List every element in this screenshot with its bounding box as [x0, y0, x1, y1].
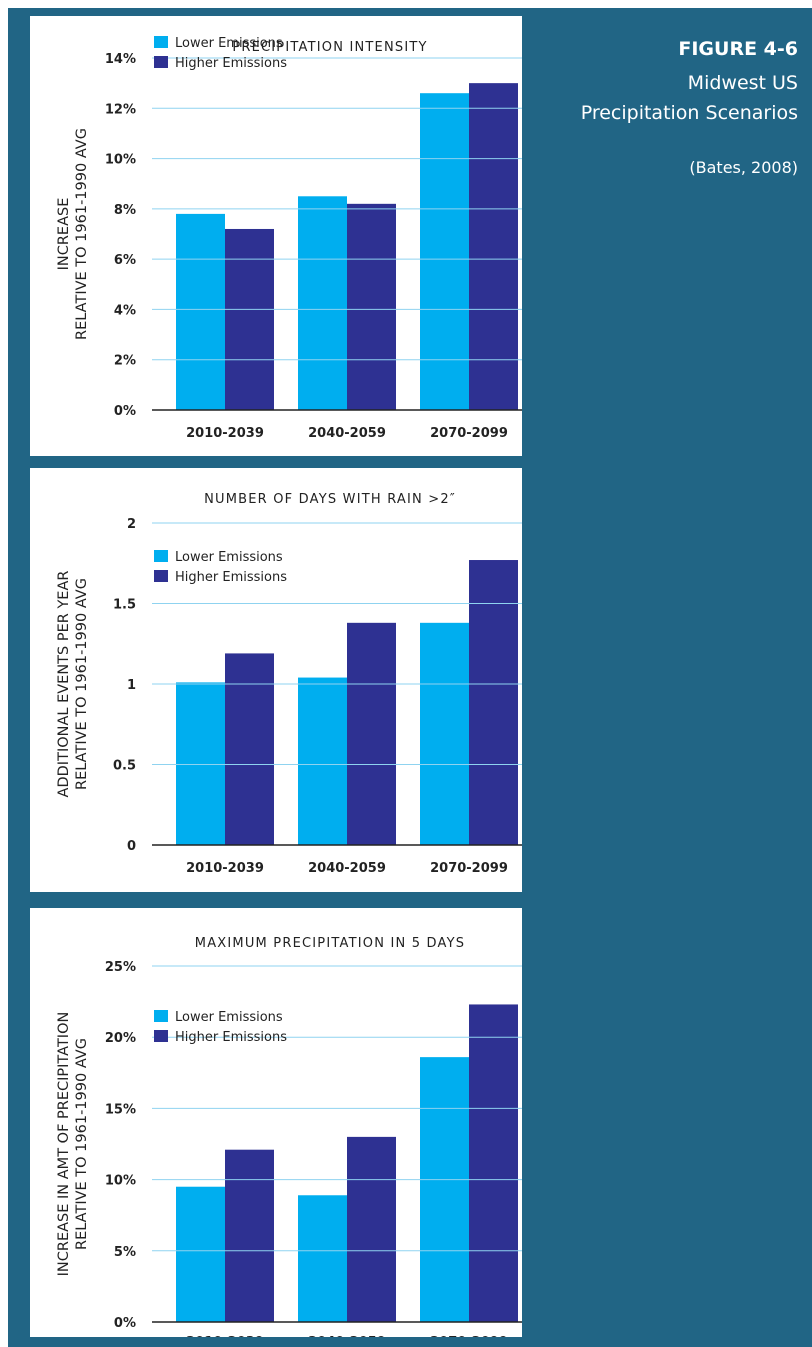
chart-title: NUMBER OF DAYS WITH RAIN >2″ [204, 492, 456, 507]
chart-days-with-rain: NUMBER OF DAYS WITH RAIN >2″ ADDITIONAL E… [56, 492, 522, 876]
y-tick-label: 0% [114, 404, 136, 419]
y-axis-label-line1: INCREASE IN AMT OF PRECIPITATION [56, 1012, 72, 1277]
y-axis-label-line2: RELATIVE TO 1961-1990 AVG [74, 578, 90, 790]
y-axis-label-line1: INCREASE [56, 198, 72, 271]
bar-lower-2 [420, 1057, 469, 1322]
y-tick-label: 20% [105, 1031, 136, 1046]
bar-lower-1 [298, 1195, 347, 1322]
chart-precipitation-intensity: PRECIPITATION INTENSITY INCREASE RELATIVE … [56, 36, 522, 441]
chart-panel-precipitation-intensity: PRECIPITATION INTENSITY INCREASE RELATIVE … [30, 16, 522, 456]
bar-lower-2 [420, 622, 469, 845]
bar-higher-2 [469, 83, 518, 411]
legend-swatch-higher [154, 570, 168, 582]
legend-swatch-lower [154, 36, 168, 48]
chart-title: PRECIPITATION INTENSITY [232, 40, 427, 55]
y-tick-label: 4% [114, 303, 136, 318]
bar-lower-2 [420, 93, 469, 410]
bar-higher-2 [469, 1004, 518, 1322]
y-tick-label: 5% [114, 1245, 136, 1260]
y-tick-label: 10% [105, 153, 136, 168]
y-tick-label: 1 [127, 678, 136, 693]
y-tick-label: 10% [105, 1174, 136, 1189]
x-tick-label: 2070-2099 [430, 1335, 508, 1337]
y-tick-label: 15% [105, 1102, 136, 1117]
x-tick-label: 2040-2059 [308, 861, 386, 876]
x-tick-label: 2010-2039 [186, 426, 264, 441]
figure-title-line2: Precipitation Scenarios [580, 102, 798, 124]
y-axis-label-line1: ADDITIONAL EVENTS PER YEAR [56, 571, 72, 798]
legend-label-lower: Lower Emissions [175, 1010, 283, 1025]
x-tick-label: 2010-2039 [186, 861, 264, 876]
y-tick-label: 6% [114, 253, 136, 268]
legend-label-lower: Lower Emissions [175, 550, 283, 565]
legend-label-higher: Higher Emissions [175, 570, 287, 585]
bar-higher-0 [225, 228, 274, 410]
y-tick-label: 0.5 [113, 759, 136, 774]
y-tick-label: 0 [127, 839, 136, 854]
legend-swatch-lower [154, 550, 168, 562]
legend-swatch-lower [154, 1010, 168, 1022]
chart-panel-days-with-rain: NUMBER OF DAYS WITH RAIN >2″ ADDITIONAL E… [30, 468, 522, 892]
legend-swatch-higher [154, 56, 168, 68]
figure-frame: PRECIPITATION INTENSITY INCREASE RELATIVE … [8, 8, 812, 1347]
x-tick-label: 2040-2059 [308, 426, 386, 441]
y-axis-label-line2: RELATIVE TO 1961-1990 AVG [74, 1038, 90, 1250]
legend-label-higher: Higher Emissions [175, 56, 287, 71]
figure-number: FIGURE 4-6 [678, 38, 798, 60]
bar-lower-0 [176, 682, 225, 845]
y-tick-label: 0% [114, 1316, 136, 1331]
chart-title: MAXIMUM PRECIPITATION IN 5 DAYS [195, 936, 465, 951]
y-axis-label-line2: RELATIVE TO 1961-1990 AVG [74, 128, 90, 340]
y-tick-label: 12% [105, 102, 136, 117]
bar-higher-1 [347, 622, 396, 845]
figure-source: (Bates, 2008) [689, 158, 798, 177]
bar-lower-0 [176, 1186, 225, 1322]
y-tick-label: 1.5 [113, 598, 136, 613]
x-tick-label: 2070-2099 [430, 861, 508, 876]
x-tick-label: 2010-2039 [186, 1335, 264, 1337]
bar-higher-1 [347, 1136, 396, 1322]
y-tick-label: 25% [105, 960, 136, 975]
bar-higher-2 [469, 560, 518, 845]
legend-swatch-higher [154, 1030, 168, 1042]
y-tick-label: 14% [105, 52, 136, 67]
legend-label-higher: Higher Emissions [175, 1030, 287, 1045]
figure-caption: FIGURE 4-6 Midwest US Precipitation Scen… [498, 36, 798, 177]
y-tick-label: 2 [127, 517, 136, 532]
figure-title-line1: Midwest US [687, 72, 798, 94]
bar-higher-0 [225, 653, 274, 845]
y-tick-label: 2% [114, 354, 136, 369]
chart-max-precipitation: MAXIMUM PRECIPITATION IN 5 DAYS INCREASE … [56, 936, 522, 1337]
bar-lower-0 [176, 213, 225, 410]
chart-panel-max-precipitation: MAXIMUM PRECIPITATION IN 5 DAYS INCREASE … [30, 908, 522, 1337]
bar-higher-1 [347, 203, 396, 410]
y-tick-label: 8% [114, 203, 136, 218]
x-tick-label: 2070-2099 [430, 426, 508, 441]
bar-higher-0 [225, 1149, 274, 1322]
bar-lower-1 [298, 196, 347, 410]
bar-lower-1 [298, 677, 347, 845]
x-tick-label: 2040-2059 [308, 1335, 386, 1337]
legend-label-lower: Lower Emissions [175, 36, 283, 51]
